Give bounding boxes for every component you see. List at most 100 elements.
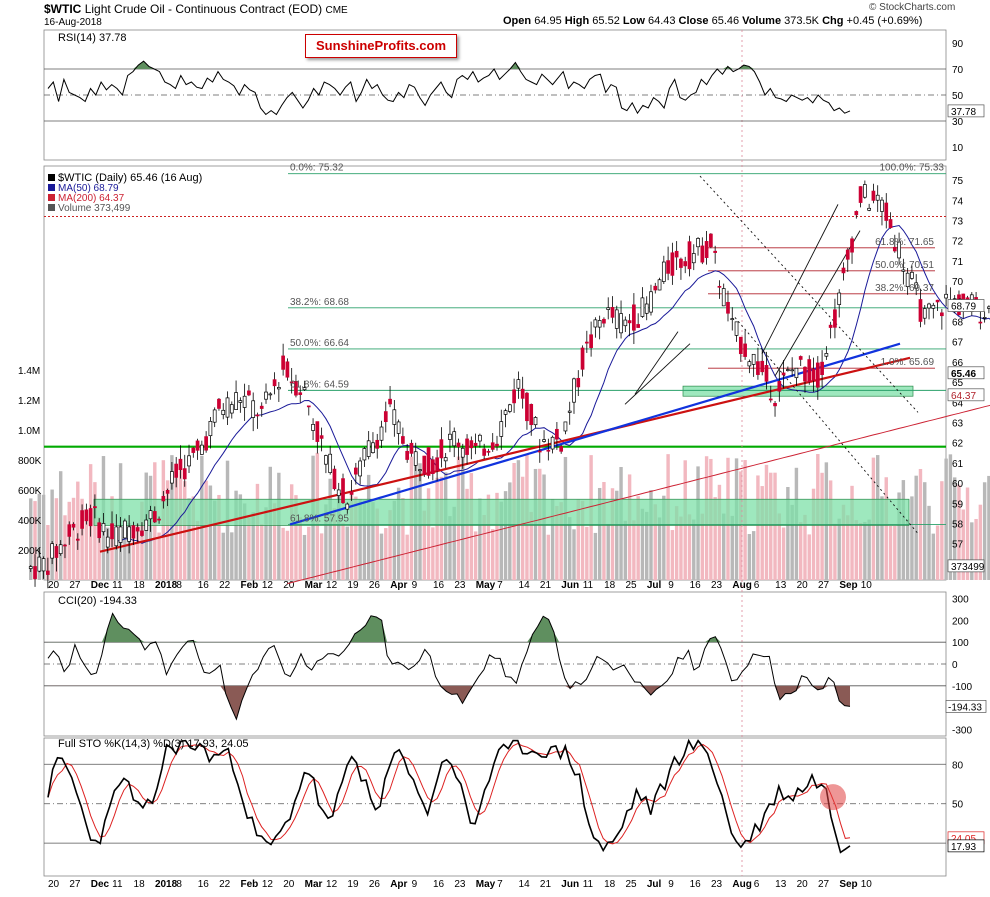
x-axis-label: 10	[861, 580, 873, 591]
x-axis-label: 7	[497, 580, 503, 591]
candle-body	[251, 400, 256, 418]
x-axis-label: 21	[540, 879, 552, 890]
x-axis-label: Jul	[647, 580, 662, 591]
candle-body	[597, 320, 602, 328]
volume-bar	[503, 491, 508, 580]
candle-body	[187, 455, 191, 467]
candle-body	[178, 458, 183, 471]
candle-body	[726, 301, 730, 314]
x-axis-label: 14	[519, 879, 531, 890]
x-axis-label: 7	[497, 879, 503, 890]
x-axis-label: 9	[412, 879, 418, 890]
volume-bar	[337, 491, 341, 580]
candle-body	[157, 518, 161, 521]
candle-body	[379, 426, 384, 441]
candle-body	[311, 423, 315, 431]
volume-bar	[520, 476, 525, 580]
price-tick-label: 73	[952, 217, 964, 228]
candle-body	[563, 421, 568, 432]
candle-body	[67, 524, 72, 537]
x-axis-label: 12	[262, 580, 274, 591]
candle-body	[751, 353, 756, 365]
fib-label: 0.0%: 75.32	[290, 163, 344, 174]
candle-body	[71, 523, 76, 528]
candle-body	[910, 271, 914, 279]
candle-body	[272, 379, 277, 387]
volume-bar	[341, 523, 345, 580]
x-axis-label: 23	[454, 580, 466, 591]
candle-body	[516, 379, 521, 389]
candle-body	[289, 381, 294, 384]
rsi-tick-label: 30	[952, 117, 964, 128]
candle-body	[242, 395, 247, 408]
volume-bar	[131, 529, 136, 580]
x-axis-label: 11	[112, 879, 123, 890]
volume-bar	[602, 482, 606, 580]
volume-bar	[366, 474, 371, 580]
candle-body	[820, 361, 824, 376]
candle-body	[747, 361, 752, 367]
candle-body	[927, 303, 931, 309]
candle-body	[704, 241, 709, 258]
candle-body	[182, 468, 187, 480]
candle-body	[285, 361, 290, 378]
legend-swatch	[48, 184, 55, 191]
x-axis-label: 20	[283, 580, 295, 591]
candle-body	[940, 312, 944, 317]
candle-body	[880, 199, 884, 212]
candle-body	[666, 260, 670, 274]
fib-label: 61.8%: 57.95	[290, 513, 349, 524]
volume-bar	[713, 497, 717, 580]
volume-bar	[106, 527, 110, 580]
volume-bar	[426, 488, 431, 580]
cci-line	[47, 612, 851, 721]
price-tick-label: 68	[952, 318, 964, 329]
x-axis-label: 18	[134, 580, 146, 591]
price-tick-label: 71	[952, 257, 964, 268]
candle-body	[426, 447, 431, 476]
candle-body	[375, 439, 380, 449]
candle-body	[418, 469, 422, 472]
candle-body	[392, 409, 397, 425]
fib-label: 61.8%: 64.59	[290, 379, 349, 390]
candle-body	[777, 381, 782, 392]
volume-bar	[828, 480, 833, 580]
volume-bar	[307, 526, 311, 580]
candle-body	[794, 367, 799, 379]
copyright: © StockCharts.com	[869, 2, 956, 13]
volume-bar	[165, 480, 170, 580]
volume-bar	[443, 472, 448, 580]
candle-body	[88, 508, 93, 527]
volume-bar	[37, 493, 42, 580]
volume-bar	[730, 515, 734, 580]
rsi-tick-label: 90	[952, 39, 964, 50]
candle-body	[987, 306, 990, 309]
x-axis-label: 16	[433, 580, 445, 591]
price-tick-label: 63	[952, 418, 964, 429]
volume-bar	[559, 502, 563, 580]
x-axis-label: 14	[519, 580, 531, 591]
volume-bar	[473, 531, 478, 580]
candle-body	[593, 319, 598, 328]
volume-bar	[679, 516, 683, 580]
volume-bar	[597, 487, 602, 580]
candle-body	[460, 447, 465, 458]
fib-label: 61.8%: 71.65	[875, 237, 934, 248]
candle-body	[713, 250, 718, 253]
x-axis-label: 16	[690, 580, 702, 591]
volume-bar	[550, 499, 555, 580]
candle-body	[268, 393, 273, 396]
price-badge	[947, 388, 985, 402]
volume-bar	[388, 510, 392, 580]
price-badge	[947, 366, 985, 380]
candle-body	[627, 320, 632, 324]
candle-body	[255, 414, 260, 417]
candle-body	[41, 558, 46, 572]
candle-body	[435, 457, 439, 472]
volume-bar	[987, 475, 990, 580]
volume-bar	[850, 485, 854, 580]
support-zone	[93, 498, 910, 526]
x-axis-label: Dec	[91, 580, 110, 591]
x-axis-label: 23	[454, 879, 466, 890]
volume-bar	[970, 522, 974, 580]
